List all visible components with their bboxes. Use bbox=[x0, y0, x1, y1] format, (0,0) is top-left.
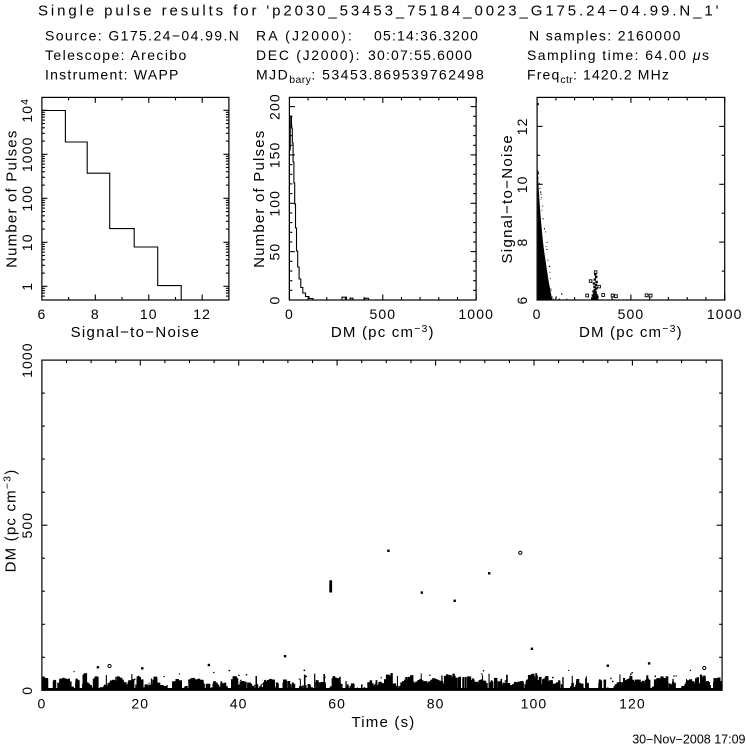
svg-text:8: 8 bbox=[91, 306, 100, 322]
svg-text:Telescope: Arecibo: Telescope: Arecibo bbox=[45, 47, 188, 63]
svg-text:150: 150 bbox=[267, 142, 283, 169]
svg-text:Signal−to−Noise: Signal−to−Noise bbox=[71, 324, 201, 341]
svg-text:50: 50 bbox=[267, 243, 283, 261]
svg-text:Source: G175.24−04.99.N: Source: G175.24−04.99.N bbox=[45, 27, 240, 43]
svg-text:Signal−to−Noise: Signal−to−Noise bbox=[499, 134, 516, 264]
svg-text:N samples: 2160000: N samples: 2160000 bbox=[529, 27, 682, 43]
svg-text:500: 500 bbox=[19, 512, 35, 539]
svg-text:12: 12 bbox=[514, 118, 530, 136]
svg-text:1000: 1000 bbox=[707, 306, 743, 322]
svg-text:DM (pc cm−3): DM (pc cm−3) bbox=[331, 323, 435, 341]
svg-text:DM (pc cm−3): DM (pc cm−3) bbox=[1, 469, 19, 573]
svg-text:05:14:36.3200: 05:14:36.3200 bbox=[374, 27, 479, 43]
svg-text:Number of Pulses: Number of Pulses bbox=[251, 129, 268, 267]
svg-text:80: 80 bbox=[427, 696, 445, 712]
svg-text:0: 0 bbox=[19, 686, 35, 695]
svg-text:100: 100 bbox=[267, 190, 283, 217]
svg-text:10: 10 bbox=[19, 233, 35, 251]
svg-text:10: 10 bbox=[514, 175, 530, 193]
svg-text:104: 104 bbox=[19, 98, 35, 123]
svg-text:12: 12 bbox=[193, 306, 211, 322]
svg-text:500: 500 bbox=[618, 306, 645, 322]
svg-text:6: 6 bbox=[514, 296, 530, 305]
svg-text:1000: 1000 bbox=[458, 306, 494, 322]
svg-text:Number of Pulses: Number of Pulses bbox=[4, 129, 21, 267]
svg-text:8: 8 bbox=[514, 238, 530, 247]
svg-text:RA (J2000):: RA (J2000): bbox=[256, 27, 354, 43]
svg-text:DEC (J2000):: DEC (J2000): bbox=[256, 47, 361, 63]
svg-text:0: 0 bbox=[267, 296, 283, 305]
svg-text:Sampling time: 64.00 μs: Sampling time: 64.00 μs bbox=[527, 47, 710, 63]
svg-text:DM (pc cm−3): DM (pc cm−3) bbox=[579, 323, 683, 341]
svg-text:30−Nov−2008 17:09: 30−Nov−2008 17:09 bbox=[632, 733, 745, 745]
svg-text:100: 100 bbox=[19, 185, 35, 212]
svg-text:500: 500 bbox=[369, 306, 396, 322]
svg-text:Instrument: WAPP: Instrument: WAPP bbox=[45, 66, 180, 82]
svg-text:Single pulse results for 'p203: Single pulse results for 'p2030_53453_75… bbox=[38, 3, 721, 20]
svg-text:6: 6 bbox=[37, 306, 46, 322]
svg-text:0: 0 bbox=[37, 696, 46, 712]
svg-text:1000: 1000 bbox=[19, 342, 35, 378]
svg-text:200: 200 bbox=[267, 93, 283, 120]
svg-text:20: 20 bbox=[131, 696, 149, 712]
svg-text:1: 1 bbox=[19, 282, 35, 291]
svg-text:10: 10 bbox=[140, 306, 158, 322]
svg-text:40: 40 bbox=[230, 696, 248, 712]
svg-text:0: 0 bbox=[533, 306, 542, 322]
svg-text:30:07:55.6000: 30:07:55.6000 bbox=[368, 47, 473, 63]
svg-text:MJDbary: 53453.869539762498: MJDbary: 53453.869539762498 bbox=[256, 66, 485, 86]
svg-text:100: 100 bbox=[521, 696, 548, 712]
svg-text:Time (s): Time (s) bbox=[351, 714, 415, 731]
svg-text:0: 0 bbox=[285, 306, 294, 322]
svg-text:1000: 1000 bbox=[19, 137, 35, 173]
svg-text:120: 120 bbox=[619, 696, 646, 712]
svg-text:60: 60 bbox=[328, 696, 346, 712]
